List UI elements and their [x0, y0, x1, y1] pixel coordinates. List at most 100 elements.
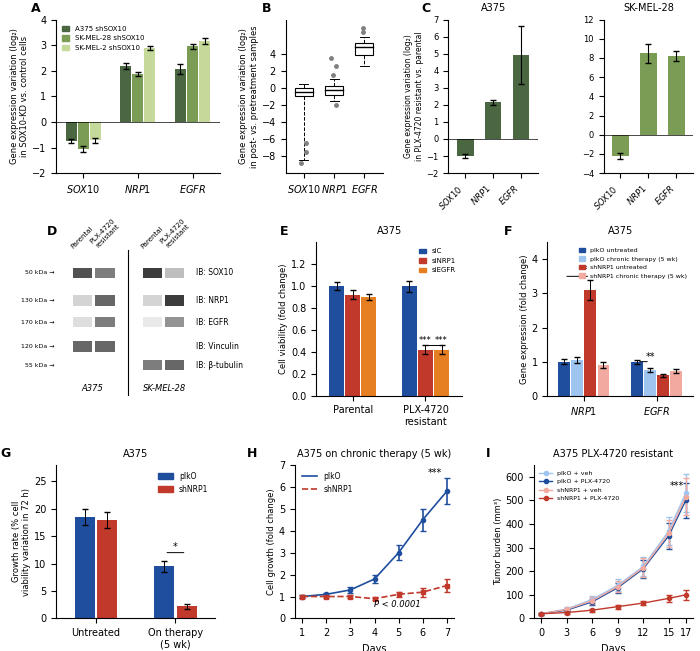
Text: IB: Vinculin: IB: Vinculin	[196, 342, 239, 351]
Y-axis label: Cell viability (fold change): Cell viability (fold change)	[279, 264, 288, 374]
Y-axis label: Growth rate (% cell
viability variation in 72 h): Growth rate (% cell viability variation …	[12, 488, 31, 596]
Text: IB: SOX10: IB: SOX10	[196, 268, 233, 277]
FancyBboxPatch shape	[73, 295, 92, 306]
Bar	[584, 290, 596, 396]
Bar	[90, 122, 101, 141]
Text: ***: ***	[670, 480, 685, 490]
Bar	[154, 566, 174, 618]
FancyBboxPatch shape	[143, 295, 162, 306]
Bar	[361, 297, 376, 396]
Title: A375: A375	[480, 3, 505, 13]
Bar	[571, 360, 583, 396]
Text: E: E	[280, 225, 288, 238]
Bar	[144, 48, 155, 122]
Bar	[199, 41, 210, 122]
FancyBboxPatch shape	[73, 316, 92, 327]
Text: 170 kDa →: 170 kDa →	[21, 320, 55, 325]
Text: F: F	[503, 225, 512, 238]
Text: IB: NRP1: IB: NRP1	[196, 296, 229, 305]
FancyBboxPatch shape	[73, 341, 92, 352]
FancyBboxPatch shape	[143, 360, 162, 370]
Bar	[612, 135, 629, 156]
Text: IB: β-tubulin: IB: β-tubulin	[196, 361, 243, 370]
Y-axis label: Gene expression (fold change): Gene expression (fold change)	[519, 255, 528, 383]
Bar	[97, 519, 117, 618]
Legend: siC, siNRP1, siEGFR: siC, siNRP1, siEGFR	[416, 245, 458, 276]
Text: P < 0.0001: P < 0.0001	[374, 600, 421, 609]
Text: 120 kDa →: 120 kDa →	[21, 344, 55, 349]
Bar	[434, 350, 449, 396]
Bar	[345, 295, 360, 396]
Bar	[598, 365, 609, 396]
Bar	[640, 53, 657, 135]
X-axis label: Days: Days	[601, 644, 626, 651]
Text: *: *	[173, 542, 178, 552]
Bar	[120, 66, 132, 122]
Text: **: **	[579, 265, 589, 275]
FancyBboxPatch shape	[356, 44, 373, 55]
Y-axis label: Tumor burden (mm³): Tumor burden (mm³)	[494, 498, 503, 585]
Bar	[176, 606, 197, 618]
FancyBboxPatch shape	[73, 268, 92, 278]
Bar	[132, 74, 144, 122]
FancyBboxPatch shape	[143, 268, 162, 278]
Bar	[631, 362, 643, 396]
Legend: plkO untreated, plkO chronic therapy (5 wk), shNRP1 untreated, shNRP1 chronic th: plkO untreated, plkO chronic therapy (5 …	[577, 245, 690, 281]
Bar	[644, 370, 656, 396]
X-axis label: Days: Days	[363, 644, 386, 651]
Bar	[558, 362, 570, 396]
Bar	[657, 375, 669, 396]
Text: PLX-4720
resistant: PLX-4720 resistant	[89, 217, 121, 250]
Text: A375: A375	[82, 384, 104, 393]
Y-axis label: Gene expression variation (log₂)
in PLX-4720 resistant vs. parental: Gene expression variation (log₂) in PLX-…	[405, 31, 424, 161]
FancyBboxPatch shape	[165, 316, 185, 327]
Y-axis label: Gene expression variation (log₂)
in SOX10-KD vs. control cells: Gene expression variation (log₂) in SOX1…	[10, 29, 29, 164]
Title: A375: A375	[608, 226, 633, 236]
FancyBboxPatch shape	[295, 88, 313, 96]
Text: ***: ***	[435, 336, 448, 345]
Text: ***: ***	[428, 468, 442, 478]
FancyBboxPatch shape	[95, 316, 115, 327]
FancyBboxPatch shape	[165, 295, 185, 306]
Text: A: A	[32, 2, 41, 15]
Bar	[75, 517, 94, 618]
FancyBboxPatch shape	[95, 268, 115, 278]
Bar	[330, 286, 344, 396]
Text: 50 kDa →: 50 kDa →	[25, 270, 55, 275]
Text: H: H	[247, 447, 258, 460]
Text: ***: ***	[419, 336, 432, 345]
Title: A375 on chronic therapy (5 wk): A375 on chronic therapy (5 wk)	[298, 449, 452, 458]
Text: Parental: Parental	[140, 225, 164, 250]
Legend: plkO + veh, plkO + PLX-4720, shNRP1 + veh, shNRP1 + PLX-4720: plkO + veh, plkO + PLX-4720, shNRP1 + ve…	[537, 468, 622, 504]
FancyBboxPatch shape	[165, 360, 185, 370]
Text: D: D	[48, 225, 57, 238]
Legend: plkO, shNRP1: plkO, shNRP1	[155, 469, 211, 497]
FancyBboxPatch shape	[95, 341, 115, 352]
Bar	[402, 286, 416, 396]
Y-axis label: Cell growth (fold change): Cell growth (fold change)	[267, 488, 276, 595]
Title: SK-MEL-28: SK-MEL-28	[623, 3, 674, 13]
FancyBboxPatch shape	[165, 268, 185, 278]
Legend: plkO, shNRP1: plkO, shNRP1	[299, 469, 356, 497]
Title: A375: A375	[123, 449, 148, 458]
Y-axis label: Gene expression variation (log₂)
in post- vs. pretreatment samples: Gene expression variation (log₂) in post…	[239, 25, 259, 167]
Bar	[187, 46, 198, 122]
Bar	[457, 139, 473, 156]
Bar	[668, 56, 685, 135]
Bar	[175, 68, 186, 122]
Text: SK-MEL-28: SK-MEL-28	[143, 384, 186, 393]
FancyBboxPatch shape	[325, 86, 343, 94]
Bar	[66, 122, 77, 141]
Legend: A375 shSOX10, SK-MEL-28 shSOX10, SK-MEL-2 shSOX10: A375 shSOX10, SK-MEL-28 shSOX10, SK-MEL-…	[60, 23, 147, 54]
FancyBboxPatch shape	[95, 295, 115, 306]
FancyBboxPatch shape	[143, 316, 162, 327]
Text: B: B	[262, 2, 271, 15]
Text: Parental: Parental	[70, 225, 94, 250]
Title: A375 PLX-4720 resistant: A375 PLX-4720 resistant	[553, 449, 673, 458]
Bar	[419, 350, 433, 396]
Title: A375: A375	[377, 226, 402, 236]
Text: **: **	[645, 352, 654, 362]
Text: 55 kDa →: 55 kDa →	[25, 363, 55, 368]
Text: PLX-4720
resistant: PLX-4720 resistant	[159, 217, 191, 250]
Text: IB: EGFR: IB: EGFR	[196, 318, 228, 327]
